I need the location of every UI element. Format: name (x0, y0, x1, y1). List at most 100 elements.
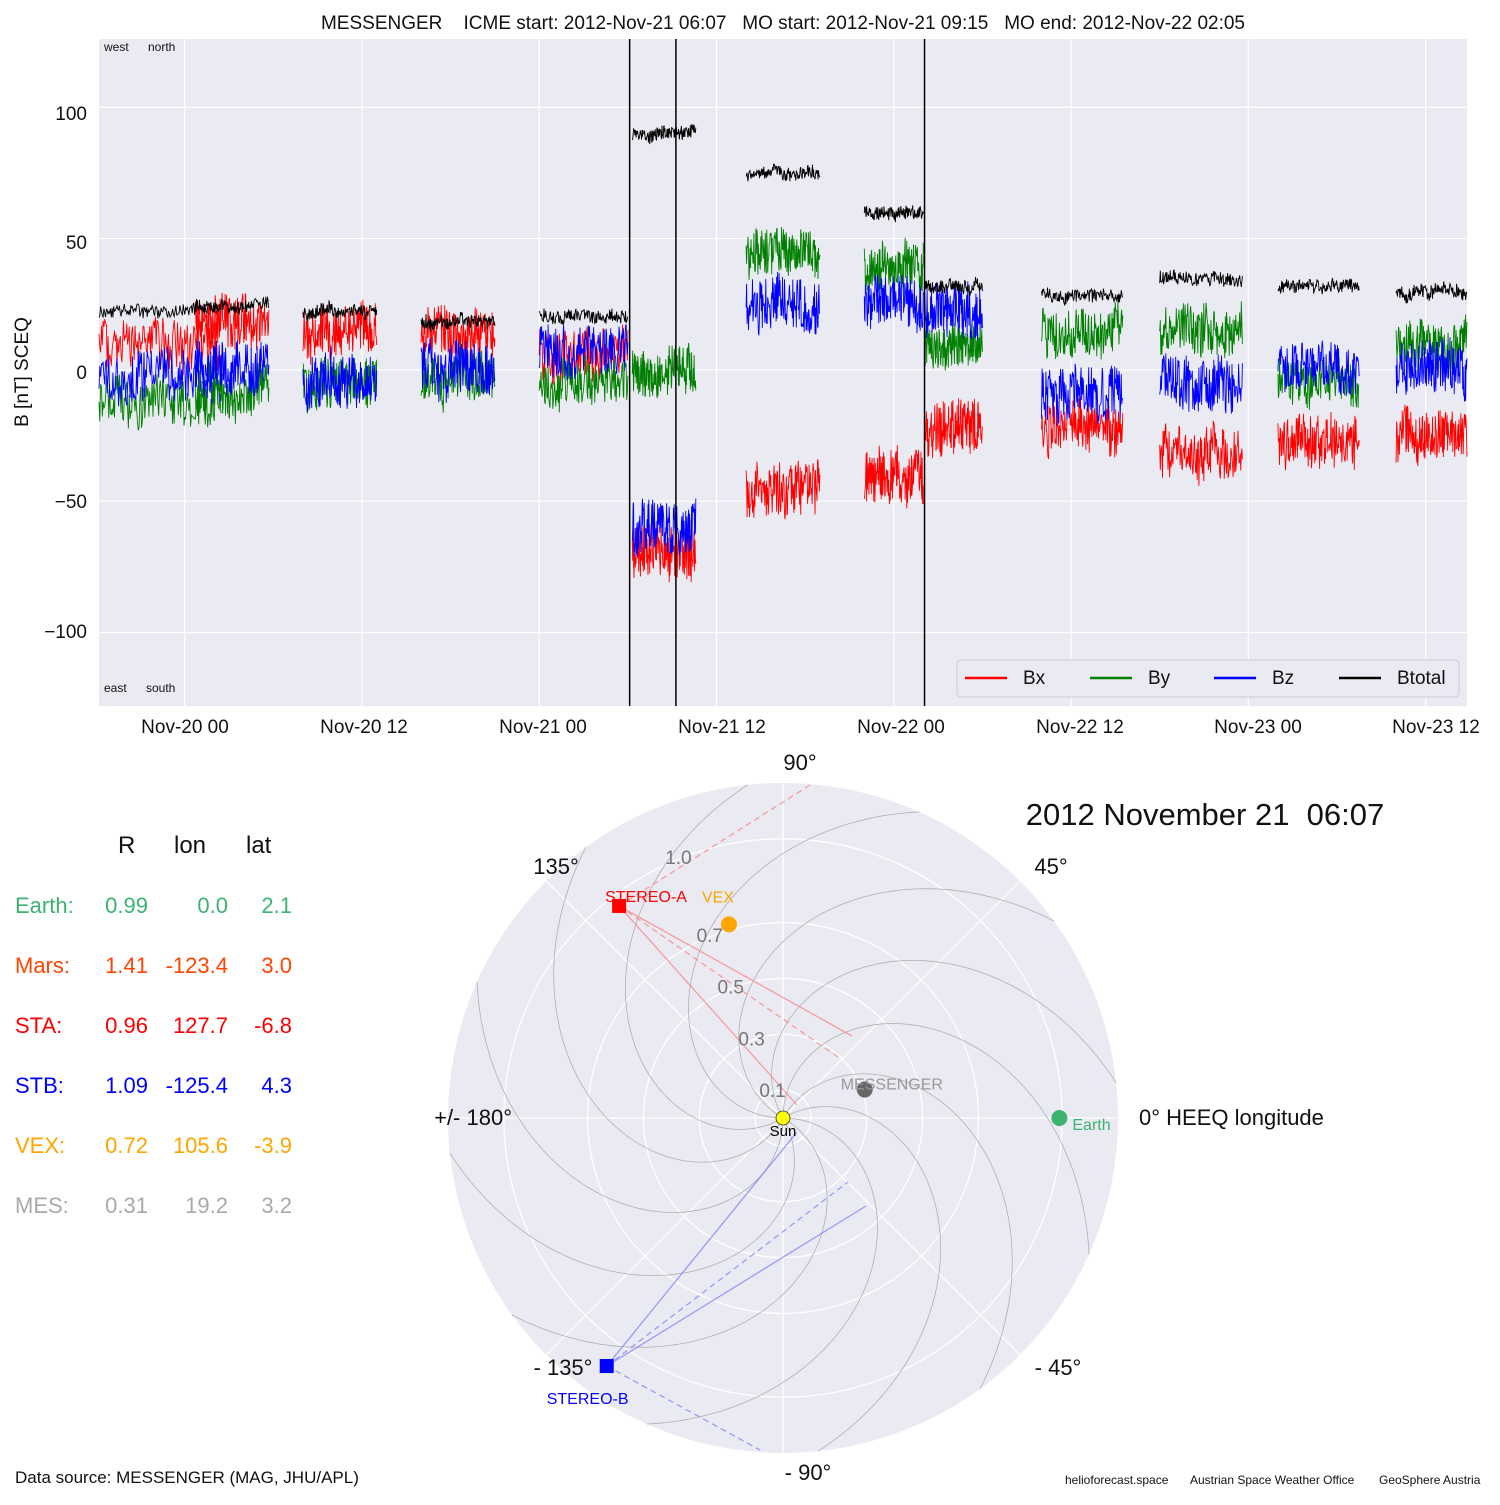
parker-spiral (646, 1117, 878, 1425)
stb-fov-line (606, 1205, 867, 1367)
parker-spiral (738, 888, 1055, 1119)
radial-tick-label: 0.1 (759, 1081, 785, 1102)
radial-tick-labels: 0.1 0.3 0.5 0.7 1.0 (665, 848, 786, 1102)
positions-cell-lat: -3.9 (254, 1133, 292, 1158)
x-tick-label: Nov-22 12 (1036, 717, 1124, 738)
positions-cell-body: STA: (15, 1013, 63, 1038)
angle-label-135: 135° (533, 854, 579, 879)
y-tick-label: 0 (76, 363, 87, 384)
radial-tick-label: 1.0 (665, 848, 691, 869)
x-tick-label: Nov-22 00 (857, 717, 945, 738)
marker-label-sun: Sun (770, 1123, 797, 1140)
series-bt-segment (924, 276, 983, 297)
series-bz-segment (631, 498, 697, 558)
series-by-segment (924, 321, 983, 371)
radial-tick-label: 0.5 (718, 978, 744, 999)
positions-header-lat: lat (246, 832, 272, 859)
marker-label-vex: VEX (702, 889, 734, 906)
marker-label-messenger: MESSENGER (841, 1077, 943, 1094)
series-bx-segment (1277, 411, 1360, 471)
series-by-segment (1159, 301, 1243, 359)
series-bz-segment (420, 338, 496, 403)
series-bx-segment (745, 459, 821, 520)
series-by-segment (302, 356, 378, 414)
timeseries-lines (98, 123, 1468, 583)
x-tick-label: Nov-23 12 (1392, 717, 1480, 738)
positions-cell-lat: 3.2 (261, 1193, 292, 1218)
marker-label-stereo-b: STEREO-B (547, 1391, 629, 1408)
parker-spiral (688, 811, 920, 1119)
corner-label-north: north (148, 40, 175, 54)
fov-lines (606, 784, 867, 1451)
positions-header-lon: lon (174, 832, 207, 859)
angle-label-180: +/- 180° (434, 1105, 512, 1130)
corner-label-south: south (146, 681, 175, 695)
event-lines (628, 39, 926, 706)
marker-stereo-b (599, 1359, 614, 1374)
x-tick-label: Nov-21 12 (678, 717, 766, 738)
angular-gridline (782, 1117, 1021, 1356)
sta-fov-line (618, 905, 853, 1037)
parker-spiral (771, 960, 1117, 1119)
series-bx-segment (1395, 404, 1468, 467)
y-tick-label: 100 (55, 104, 87, 125)
credit-austrian-space-weather: Austrian Space Weather Office (1190, 1473, 1355, 1487)
series-bt-segment (631, 123, 697, 145)
series-bt-segment (863, 205, 924, 223)
positions-header-r: R (118, 832, 136, 859)
sta-fov-dashed-line (618, 905, 839, 1058)
sta-fov-dashed-line (618, 784, 811, 907)
stb-fov-line (606, 1131, 798, 1367)
angle-labels: 90° 45° 0° HEEQ longitude - 45° - 90° - … (434, 750, 1324, 1485)
timeseries-chart: MESSENGER ICME start: 2012-Nov-21 06:07 … (12, 13, 1480, 738)
legend-label-btotal: Btotal (1397, 668, 1446, 689)
positions-cell-r: 0.31 (105, 1193, 148, 1218)
series-by-segment (863, 237, 924, 294)
positions-cell-body: Mars: (15, 953, 70, 978)
stb-fov-dashed-line (606, 1365, 761, 1451)
timeseries-ylabel: B [nT] SCEQ (12, 317, 33, 427)
series-bz-segment (1395, 337, 1468, 402)
angle-label-minus90: - 90° (785, 1460, 832, 1485)
angular-gridline (782, 880, 1021, 1119)
legend-label-bz: Bz (1272, 668, 1294, 689)
parker-spiral (782, 1023, 1090, 1255)
marker-messenger (856, 1081, 873, 1098)
corner-label-west: west (103, 40, 129, 54)
series-bt-segment (538, 308, 629, 325)
positions-cell-body: Earth: (15, 893, 74, 918)
series-bx-segment (302, 299, 378, 365)
series-bt-segment (194, 295, 270, 316)
x-tick-label: Nov-20 12 (320, 717, 408, 738)
series-by-segment (420, 343, 496, 413)
series-by-segment (538, 355, 629, 413)
positions-cell-body: VEX: (15, 1133, 66, 1158)
series-by-segment (631, 342, 697, 399)
angular-gridline (545, 1117, 784, 1356)
series-by-segment (745, 227, 821, 280)
legend: Bx By Bz Btotal (956, 659, 1460, 698)
marker-earth (1051, 1110, 1068, 1126)
radial-tick-label: 0.7 (697, 926, 723, 947)
angle-label-90: 90° (783, 750, 816, 775)
positions-cell-r: 1.09 (105, 1073, 148, 1098)
series-bz-segment (1277, 340, 1360, 397)
series-bz-segment (863, 273, 924, 334)
positions-cell-lat: 4.3 (261, 1073, 292, 1098)
marker-stereo-a (612, 898, 627, 913)
series-bt-segment (1277, 277, 1360, 295)
positions-cell-lat: 3.0 (261, 953, 292, 978)
y-tick-label: 50 (66, 233, 87, 254)
series-bx-segment (924, 398, 983, 459)
marker-label-stereo-a: STEREO-A (605, 889, 687, 906)
polar-title: 2012 November 21 06:07 (1026, 797, 1384, 832)
angle-label-45: 45° (1034, 854, 1067, 879)
positions-cell-body: MES: (15, 1193, 69, 1218)
x-tick-label: Nov-20 00 (141, 717, 229, 738)
series-bz-segment (1041, 363, 1124, 426)
angle-label-0: 0° HEEQ longitude (1139, 1105, 1324, 1130)
positions-cell-lon: 0.0 (197, 893, 228, 918)
x-tick-label: Nov-23 00 (1214, 717, 1302, 738)
positions-cell-lon: -125.4 (165, 1073, 228, 1098)
marker-sun (775, 1110, 791, 1126)
